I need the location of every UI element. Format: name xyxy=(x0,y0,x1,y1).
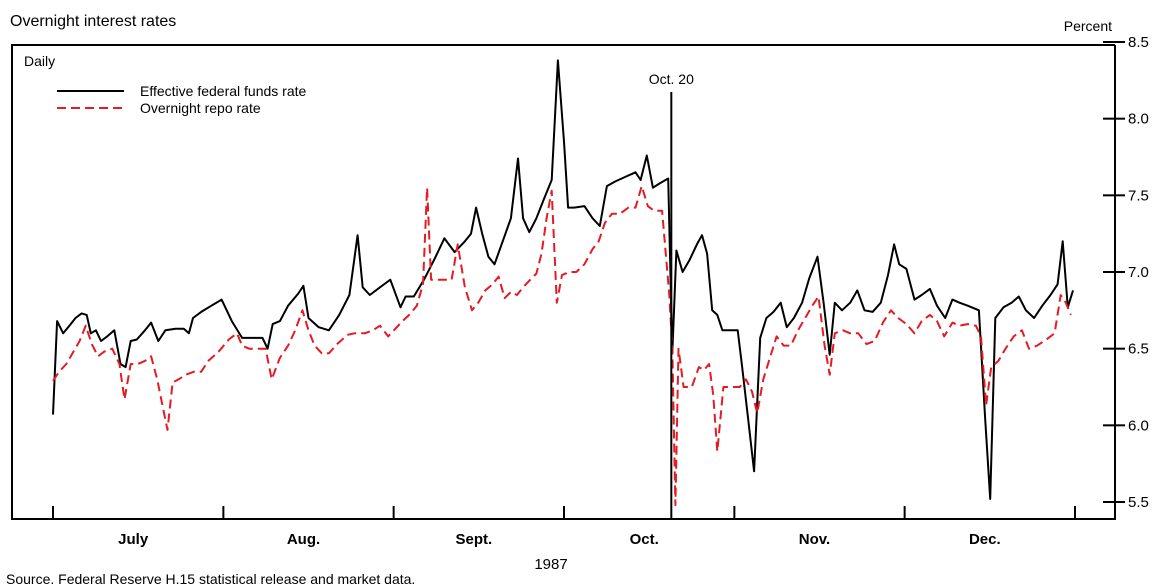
month-label: July xyxy=(118,531,149,548)
y-tick-label: 8.5 xyxy=(1128,34,1149,51)
y-tick-label: 7.5 xyxy=(1128,187,1149,204)
y-tick-label: 6.5 xyxy=(1128,341,1149,358)
source-note: Source. Federal Reserve H.15 statistical… xyxy=(6,571,415,587)
month-label: Aug. xyxy=(287,531,320,548)
axis-ticks xyxy=(52,41,1125,519)
y-tick-label: 7.0 xyxy=(1128,264,1149,281)
y-tick-label: 6.0 xyxy=(1128,417,1149,434)
plot-frame xyxy=(11,44,1116,520)
month-label: Nov. xyxy=(799,531,830,548)
y-tick-label: 5.5 xyxy=(1128,494,1149,511)
month-label: Dec. xyxy=(969,531,1001,548)
series-line-repo-rate xyxy=(52,185,1072,507)
month-label: Oct. xyxy=(630,531,659,548)
legend-label: Effective federal funds rate xyxy=(140,83,306,99)
month-labels: July Aug. Sept. Oct. Nov. Dec. xyxy=(118,531,1000,548)
plot-border xyxy=(11,44,1116,520)
series-line-fed-funds-rate xyxy=(52,59,1074,500)
series-lines xyxy=(52,59,1074,507)
frequency-label: Daily xyxy=(24,53,55,69)
y-tick-label: 8.0 xyxy=(1128,111,1149,128)
x-axis-year-label: 1987 xyxy=(534,556,567,573)
y-tick-labels: 5.5 6.0 6.5 7.0 7.5 8.0 8.5 xyxy=(1128,34,1149,511)
y-axis-unit-label: Percent xyxy=(1064,18,1112,34)
legend-label: Overnight repo rate xyxy=(140,100,261,116)
chart-title: Overnight interest rates xyxy=(10,13,176,30)
event-annotation: Oct. 20 xyxy=(649,71,694,519)
oct-20-marker-label: Oct. 20 xyxy=(649,71,694,87)
month-label: Sept. xyxy=(455,531,492,548)
